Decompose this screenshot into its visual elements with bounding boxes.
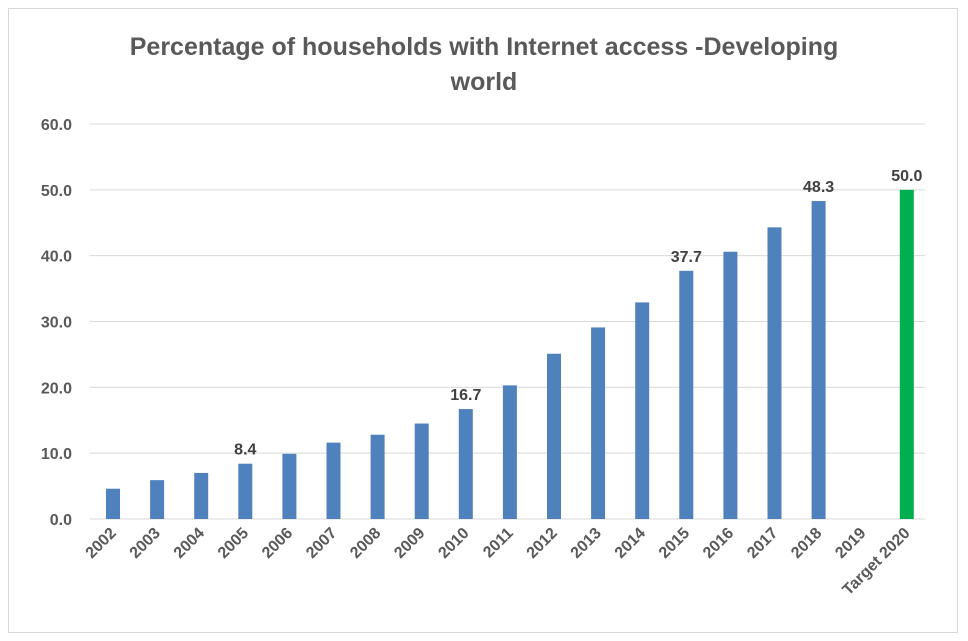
y-tick-label: 10.0: [41, 446, 72, 463]
data-label: 50.0: [891, 168, 922, 185]
data-label: 16.7: [450, 387, 481, 404]
y-tick-label: 50.0: [41, 183, 72, 200]
x-tick-label: 2003: [127, 525, 164, 562]
chart-title-line-1: Percentage of households with Internet a…: [129, 33, 839, 61]
x-tick-label: 2009: [391, 525, 428, 562]
x-tick-label: 2002: [83, 525, 120, 562]
x-tick-label: 2013: [568, 525, 605, 562]
x-tick-label: 2016: [700, 525, 737, 562]
data-label: 8.4: [234, 442, 256, 459]
bar: [547, 353, 561, 519]
bar: [635, 302, 650, 519]
data-label: 48.3: [803, 179, 834, 196]
chart-frame: [8, 8, 958, 633]
bar: [238, 463, 253, 519]
y-tick-label: 0.0: [50, 512, 72, 529]
x-tick-label: 2010: [435, 525, 472, 562]
x-tick-label: 2015: [656, 525, 693, 562]
x-tick-label: 2018: [788, 525, 825, 562]
bar: [282, 453, 297, 519]
bar: [370, 434, 385, 519]
y-tick-label: 60.0: [41, 117, 72, 134]
bar: [106, 488, 120, 519]
x-tick-label: 2012: [524, 525, 561, 562]
bar: [811, 201, 826, 519]
x-tick-label: 2014: [612, 525, 649, 562]
x-tick-label: 2019: [832, 525, 869, 562]
bar: [326, 442, 341, 519]
y-tick-label: 20.0: [41, 380, 72, 397]
bar: [502, 385, 517, 519]
bar: [458, 409, 473, 519]
data-label: 37.7: [671, 249, 702, 266]
x-tick-label: 2017: [744, 525, 781, 562]
x-tick-label: 2008: [347, 525, 384, 562]
bar: [194, 472, 209, 519]
bar: [679, 270, 694, 519]
bar: [767, 227, 782, 519]
bar-target: [899, 189, 914, 520]
x-tick-label: 2007: [303, 525, 340, 562]
x-tick-label: 2005: [215, 525, 252, 562]
x-tick-label: 2006: [259, 525, 296, 562]
bar: [414, 423, 429, 519]
bar: [150, 480, 165, 519]
y-tick-label: 30.0: [41, 315, 72, 332]
x-tick-label: 2004: [171, 525, 208, 562]
bar: [591, 327, 606, 519]
x-tick-label: 2011: [480, 525, 517, 562]
bar: [723, 251, 738, 519]
chart-title: Percentage of households with Internet a…: [0, 30, 968, 100]
chart-title-line-2: world: [450, 68, 518, 96]
y-tick-label: 40.0: [41, 249, 72, 266]
